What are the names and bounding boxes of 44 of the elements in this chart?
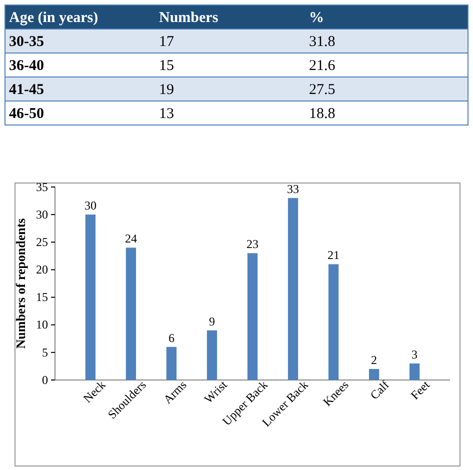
data-label: 6	[168, 330, 174, 345]
y-tick-label: 36-40	[9, 58, 44, 74]
data-label: 3	[412, 347, 418, 362]
bar	[166, 346, 177, 380]
y-tick-label: 41-45	[9, 82, 44, 98]
y-tick-label: 25	[36, 234, 48, 249]
y-axis-title: Numbers of repondents	[13, 218, 28, 349]
y-axis-title: Age (in years)	[9, 10, 98, 26]
data-label: 19	[159, 82, 174, 98]
data-label: 13	[159, 106, 174, 122]
data-label: 31.8	[309, 34, 336, 50]
data-label: 17	[159, 34, 174, 50]
data-label: 15	[159, 58, 174, 74]
x-tick-label: %	[309, 10, 324, 26]
bar	[368, 368, 380, 380]
bar	[206, 330, 218, 380]
data-label: 33	[287, 182, 300, 196]
data-label: 9	[208, 314, 215, 328]
data-label: 24	[124, 232, 137, 246]
data-label: 21	[328, 248, 340, 262]
bar	[288, 198, 298, 380]
data-label: 21.6	[309, 58, 336, 74]
bar	[247, 253, 258, 380]
y-tick-label: 30	[36, 207, 48, 222]
bar	[328, 264, 339, 380]
y-tick-label: 15	[36, 290, 48, 304]
y-tick-label: 35	[36, 180, 48, 194]
y-tick-label: 46-50	[9, 106, 44, 122]
x-tick-label: Calf	[367, 378, 392, 402]
y-tick-label: 0	[42, 372, 48, 387]
y-tick-label: 20	[36, 262, 48, 277]
x-tick-label: Feet	[408, 377, 433, 402]
x-tick-label: Numbers	[159, 10, 218, 26]
y-tick-label: 10	[36, 318, 48, 332]
y-tick-label: 30-35	[9, 34, 44, 50]
data-label: 30	[84, 198, 96, 213]
bar	[85, 214, 96, 380]
y-tick-label: 5	[42, 345, 48, 360]
bar	[409, 363, 420, 380]
data-label: 18.8	[309, 106, 336, 122]
data-label: 23	[246, 237, 258, 252]
data-label: 2	[371, 352, 378, 367]
bar	[126, 248, 136, 380]
data-label: 27.5	[309, 82, 336, 98]
